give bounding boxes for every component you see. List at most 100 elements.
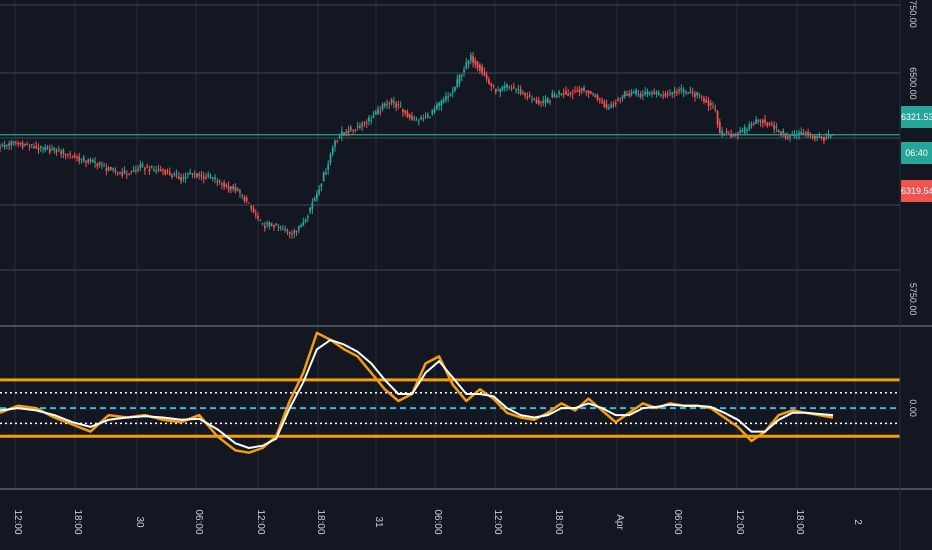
candle-body [775,126,778,128]
candle-body [392,101,395,104]
candle-body [764,119,766,123]
candle-body [33,146,35,149]
candle-body [587,90,590,94]
candle-body [780,131,782,135]
candle-body [789,134,791,137]
candle-body [39,145,42,148]
candle-body [420,117,422,120]
time-tick-label: 18:00 [315,509,326,534]
candle-body [800,131,803,135]
candle-body [533,98,536,100]
candle-body [703,98,705,102]
candle-body [110,167,112,170]
candle-body [316,193,318,200]
candle-body [229,186,232,190]
candle-body [748,124,751,130]
time-tick-label: 30 [134,516,145,528]
candle-body [313,198,316,202]
candle-body [223,182,225,187]
candle-body [755,119,757,124]
candle-body [347,130,350,133]
candle-body [442,99,445,103]
candle-body [35,146,38,149]
candle-body [768,123,771,125]
candle-body [415,119,418,121]
candle-body [485,74,488,80]
candle-body [463,69,465,73]
candle-body [725,131,728,133]
candle-body [159,169,162,171]
candle-body [220,183,223,185]
candle-body [743,127,746,134]
candle-body [456,79,459,88]
candle-body [531,98,533,100]
candle-body [535,100,538,103]
candle-body [67,153,69,155]
candle-body [141,164,144,167]
low-price-badge: 6319.54 [901,180,932,202]
candle-body [78,156,81,162]
candle-body [454,86,456,91]
candle-body [766,122,769,127]
price-candles [0,51,900,239]
candle-body [712,106,714,108]
candle-body [689,91,692,93]
candle-body [820,137,823,139]
candle-body [96,163,99,167]
time-tick-label: 18:00 [553,509,564,534]
candle-body [12,141,15,143]
candle-body [48,148,51,153]
candle-body [91,159,94,163]
time-tick-label: 18:00 [72,509,83,534]
candle-body [3,145,6,147]
candle-body [261,223,264,225]
candle-body [200,175,203,177]
time-tick-label: 06:00 [193,509,204,534]
candle-body [282,229,284,231]
candle-body [709,102,712,106]
candle-body [698,93,701,95]
candle-body [417,121,420,123]
candle-body [578,89,581,93]
candle-body [166,170,169,172]
candle-body [603,101,606,107]
candle-body [705,99,708,103]
candle-body [383,103,386,106]
time-tick-label: 12:00 [734,509,745,534]
candle-body [263,225,266,229]
candle-body [465,62,468,69]
candle-body [512,87,515,89]
candle-body [279,226,282,228]
candle-body [741,130,744,132]
candle-body [673,90,676,93]
candle-body [583,87,585,91]
candle-body [162,169,164,171]
candle-body [243,197,246,202]
candle-body [526,96,529,99]
candle-body [234,187,237,192]
candle-body [227,186,230,191]
candle-body [804,131,807,134]
candle-body [322,172,325,182]
candle-body [82,157,85,162]
candle-body [757,119,760,122]
candle-body [494,88,497,93]
candle-body [707,100,710,106]
candle-body [277,226,280,228]
candle-body [422,118,425,120]
candle-body [433,108,436,112]
candle-body [343,132,345,136]
candle-body [687,93,690,95]
candle-body [746,129,748,131]
candle-body [807,131,810,136]
candle-body [139,164,142,168]
candle-body [623,91,626,97]
candle-body [440,100,443,106]
candle-body [300,225,302,228]
candle-body [44,147,47,151]
candle-body [825,137,828,139]
candle-body [128,173,130,175]
candle-body [560,93,563,95]
candle-body [259,219,262,221]
